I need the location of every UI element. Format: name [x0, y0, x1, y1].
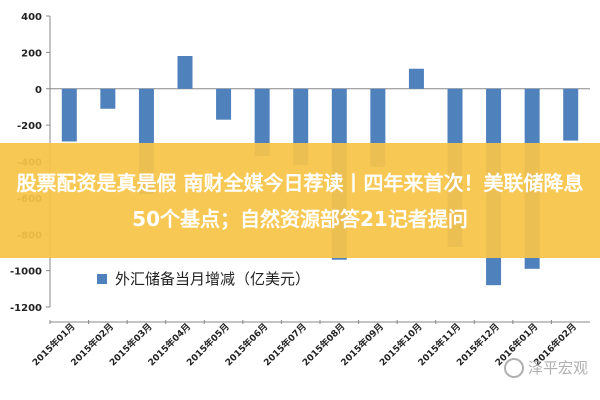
y-tick-label: 0 — [35, 85, 42, 96]
headline-text[interactable]: 股票配资是真是假 南财全媒今日荐读丨四年来首次！美联储降息50个基点；自然资源部… — [16, 170, 584, 231]
bar — [254, 88, 270, 157]
y-tick-label: -1000 — [10, 267, 42, 278]
y-tick-label: -1200 — [10, 303, 42, 314]
headline-banner[interactable]: 股票配资是真是假 南财全媒今日荐读丨四年来首次！美联储降息50个基点；自然资源部… — [0, 143, 600, 258]
y-tick-label: 200 — [21, 48, 42, 59]
bar — [408, 68, 424, 89]
bar — [61, 88, 77, 142]
bar — [216, 88, 232, 120]
y-tick-label: 400 — [21, 12, 42, 23]
y-tick-label: -200 — [17, 121, 42, 132]
bar — [177, 56, 193, 89]
watermark-text: 泽平宏观 — [527, 358, 588, 377]
legend-swatch — [97, 274, 107, 284]
watermark: 泽平宏观 — [503, 357, 588, 378]
bar — [100, 88, 116, 109]
bar — [563, 88, 579, 141]
watermark-logo-icon — [503, 358, 524, 378]
legend-label: 外汇储备当月增减（亿美元） — [115, 270, 310, 288]
